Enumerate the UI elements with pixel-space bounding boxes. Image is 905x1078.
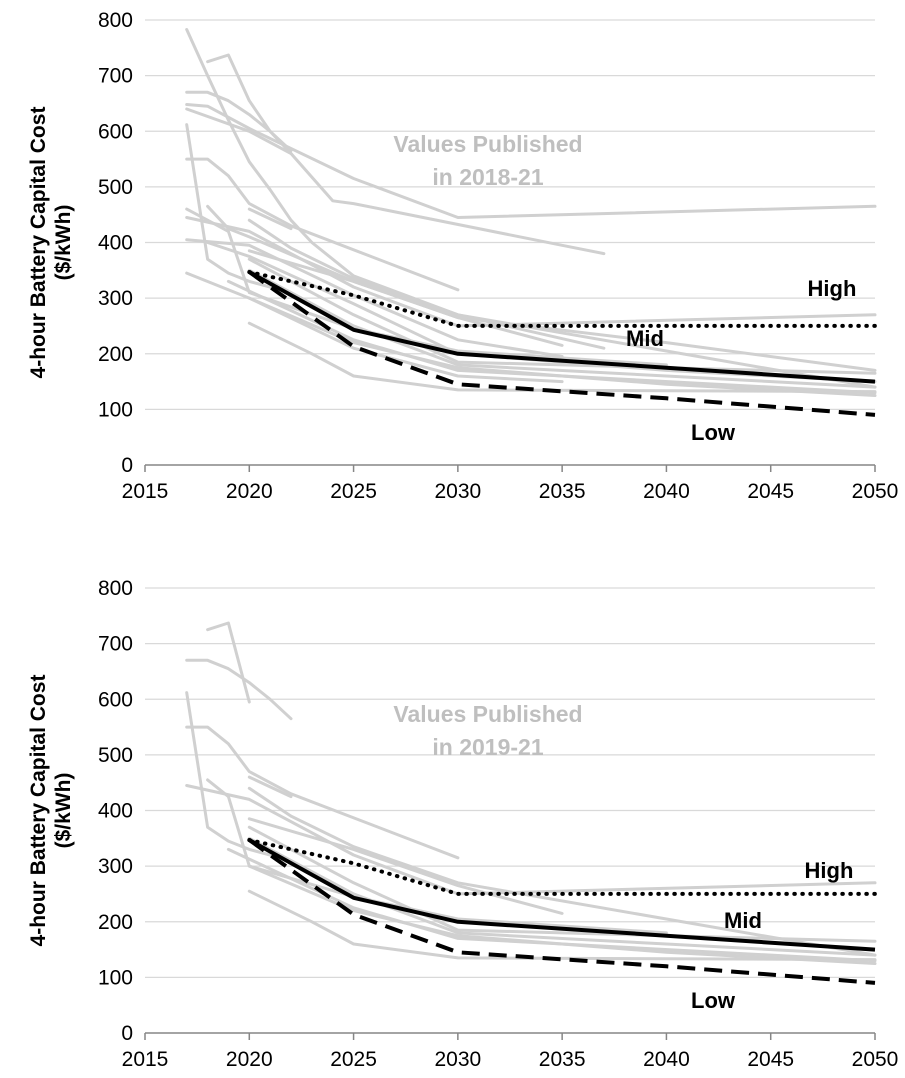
- published-series-line: [185, 658, 293, 721]
- y-tick-label: 500: [98, 744, 133, 767]
- published-annotation: Values Published: [393, 131, 582, 157]
- x-tick-label: 2015: [122, 480, 169, 503]
- published-series-line: [185, 207, 668, 367]
- published-series-line: [247, 889, 877, 962]
- published-series-line: [185, 123, 272, 289]
- published-series-line: [185, 103, 877, 219]
- x-tick-label: 2025: [330, 480, 377, 503]
- scenario-line-high: [247, 270, 877, 328]
- y-tick-label: 600: [98, 688, 133, 711]
- y-axis-label: 4-hour Battery Capital Cost($/kWh): [27, 107, 75, 379]
- published-series-line: [247, 864, 877, 965]
- published-series-line: [206, 241, 877, 384]
- y-axis-label: 4-hour Battery Capital Cost($/kWh): [27, 675, 75, 947]
- y-tick-label: 700: [98, 633, 133, 656]
- x-tick-label: 2015: [122, 1048, 169, 1071]
- scenario-label-mid: Mid: [626, 326, 664, 351]
- published-series-line: [247, 296, 877, 397]
- x-tick-label: 2045: [747, 1048, 794, 1071]
- y-tick-label: 0: [121, 1022, 133, 1045]
- y-tick-label: 100: [98, 966, 133, 989]
- x-tick-label: 2020: [226, 480, 273, 503]
- y-tick-label: 100: [98, 398, 133, 421]
- published-series-line: [206, 778, 668, 935]
- x-tick-label: 2030: [434, 1048, 481, 1071]
- x-tick-label: 2035: [539, 1048, 586, 1071]
- published-series-line: [185, 271, 564, 384]
- published-series-line: [206, 621, 251, 704]
- scenario-label-high: High: [805, 858, 854, 883]
- x-tick-label: 2040: [643, 1048, 690, 1071]
- y-tick-label: 300: [98, 287, 133, 310]
- published-annotation: in 2018-21: [432, 164, 543, 190]
- scenario-label-mid: Mid: [724, 908, 762, 933]
- y-tick-label: 400: [98, 800, 133, 823]
- scenario-line-mid: [248, 270, 876, 384]
- x-tick-label: 2025: [330, 1048, 377, 1071]
- scenario-line-mid: [248, 838, 876, 952]
- published-annotation: Values Published: [393, 701, 582, 727]
- y-tick-label: 400: [98, 232, 133, 255]
- published-series-line: [247, 321, 877, 394]
- y-tick-label: 200: [98, 911, 133, 934]
- scenario-line-low: [248, 270, 876, 417]
- x-tick-label: 2030: [434, 480, 481, 503]
- published-series-line: [247, 817, 564, 915]
- x-tick-label: 2020: [226, 1048, 273, 1071]
- y-tick-label: 500: [98, 176, 133, 199]
- y-tick-label: 800: [98, 9, 133, 32]
- published-series-line: [247, 218, 877, 389]
- x-tick-label: 2050: [852, 480, 899, 503]
- published-series-line: [185, 157, 460, 292]
- y-tick-label: 300: [98, 855, 133, 878]
- y-tick-label: 700: [98, 65, 133, 88]
- published-series-line: [185, 691, 272, 857]
- published-series-line: [247, 775, 293, 799]
- scenario-line-high: [247, 838, 877, 896]
- scenario-label-high: High: [808, 276, 857, 301]
- x-tick-label: 2050: [852, 1048, 899, 1071]
- scenario-label-low: Low: [691, 420, 736, 445]
- published-series-line: [185, 238, 564, 358]
- published-series-line: [185, 725, 460, 860]
- published-series-line: [247, 249, 564, 347]
- x-tick-label: 2045: [747, 480, 794, 503]
- published-series-line: [247, 786, 877, 957]
- published-series-line: [247, 207, 293, 231]
- published-series-line: [247, 836, 877, 957]
- published-series-line: [185, 90, 293, 153]
- y-tick-label: 200: [98, 343, 133, 366]
- y-tick-label: 800: [98, 577, 133, 600]
- published-annotation: in 2019-21: [432, 734, 543, 760]
- y-tick-label: 0: [121, 454, 133, 477]
- chart-panel-top: 0 100 200 300 400 500 600 700 800 2015 2020 2025 203…: [27, 9, 898, 503]
- x-tick-label: 2040: [643, 480, 690, 503]
- scenario-label-low: Low: [691, 988, 736, 1013]
- x-tick-label: 2035: [539, 480, 586, 503]
- published-series-line: [185, 107, 606, 256]
- scenario-line-low: [248, 838, 876, 985]
- chart-panel-bottom: 0 100 200 300 400 500 600 700 800 2015 2020 2025 203…: [27, 577, 898, 1071]
- published-series-line: [247, 268, 877, 389]
- y-tick-label: 600: [98, 120, 133, 143]
